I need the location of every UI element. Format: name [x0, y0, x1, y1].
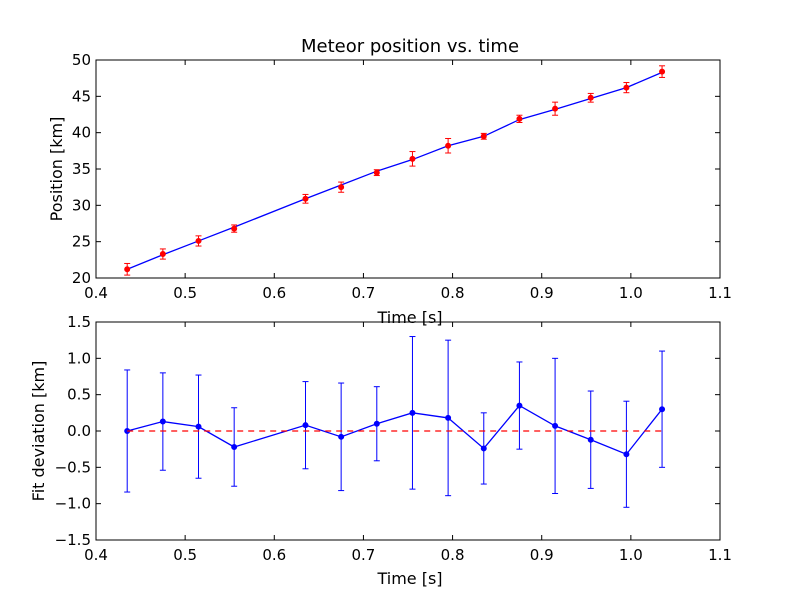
deviation-data-point [195, 423, 202, 430]
position-x-tick-label: 1.0 [619, 284, 643, 302]
position-data-point [480, 133, 487, 140]
position-data-point [659, 68, 666, 75]
position-data-point [338, 184, 345, 191]
deviation-y-tick-label: 0.0 [67, 422, 91, 440]
deviation-data-point [587, 436, 594, 443]
position-data-point [409, 155, 416, 162]
position-data-point [373, 169, 380, 176]
deviation-x-axis-label: Time [s] [376, 569, 442, 588]
deviation-y-tick-label: −1.0 [55, 495, 91, 513]
position-data-point [195, 237, 202, 244]
deviation-y-tick-label: −0.5 [55, 458, 91, 476]
deviation-x-tick-label: 0.7 [351, 546, 375, 564]
position-x-tick-label: 0.4 [84, 284, 108, 302]
deviation-series-line [127, 404, 663, 456]
position-x-tick-label: 0.7 [351, 284, 375, 302]
deviation-x-tick-label: 0.4 [84, 546, 108, 564]
position-data-point [587, 94, 594, 101]
position-x-tick-label: 0.9 [530, 284, 554, 302]
deviation-plot-area [124, 336, 666, 508]
deviation-panel: Time [s] Fit deviation [km] 0.4 0.5 0.6 0.7… [29, 313, 732, 588]
position-data-point [623, 84, 630, 91]
deviation-data-point [623, 451, 630, 458]
position-x-axis-label: Time [s] [376, 308, 442, 327]
position-y-tick-label: 20 [72, 269, 91, 287]
position-data-point [302, 195, 309, 202]
position-y-tick-label: 30 [72, 196, 91, 214]
deviation-data-point [445, 414, 452, 421]
position-y-tick-label: 40 [72, 124, 91, 142]
deviation-data-point [480, 445, 487, 452]
deviation-axis-ticks: 0.4 0.5 0.6 0.7 0.8 0.9 1.0 1.1 −1.5 −1.0 −0.5 0.0 0… [55, 313, 732, 564]
deviation-y-tick-label: 1.5 [67, 313, 91, 331]
position-data-point [516, 115, 523, 122]
deviation-data-point [552, 422, 559, 429]
position-data-point [231, 225, 238, 232]
deviation-x-tick-label: 0.6 [262, 546, 286, 564]
position-panel: Meteor position vs. time Time [s] Positi… [47, 36, 732, 327]
deviation-data-point [373, 420, 380, 427]
deviation-x-tick-label: 0.9 [530, 546, 554, 564]
position-data-point [552, 105, 559, 112]
position-x-tick-label: 0.6 [262, 284, 286, 302]
chart-title: Meteor position vs. time [301, 36, 519, 57]
deviation-data-point [659, 406, 666, 413]
deviation-x-tick-label: 0.8 [441, 546, 465, 564]
position-y-tick-label: 25 [72, 233, 91, 251]
deviation-data-point [302, 422, 309, 429]
position-y-axis-label: Position [km] [47, 117, 66, 222]
deviation-data-point [516, 402, 523, 409]
position-data-point [159, 251, 166, 258]
deviation-y-tick-label: −1.5 [55, 531, 91, 549]
deviation-data-point [409, 409, 416, 416]
position-series-line [126, 71, 663, 270]
deviation-data-point [231, 443, 238, 450]
deviation-x-tick-label: 0.5 [173, 546, 197, 564]
position-y-tick-label: 45 [72, 87, 91, 105]
position-plot-area [124, 65, 666, 276]
deviation-data-point [338, 433, 345, 440]
position-x-tick-label: 1.1 [708, 284, 732, 302]
deviation-y-axis-label: Fit deviation [km] [29, 361, 48, 502]
deviation-y-tick-label: 1.0 [67, 349, 91, 367]
position-x-tick-label: 0.8 [441, 284, 465, 302]
position-x-tick-label: 0.5 [173, 284, 197, 302]
position-data-point [124, 266, 131, 273]
deviation-x-tick-label: 1.1 [708, 546, 732, 564]
position-y-tick-label: 50 [72, 51, 91, 69]
deviation-data-point [159, 418, 166, 425]
position-axis-ticks: 0.4 0.5 0.6 0.7 0.8 0.9 1.0 1.1 20 25 30 35 40 45 50 [72, 51, 732, 302]
deviation-x-tick-label: 1.0 [619, 546, 643, 564]
deviation-y-tick-label: 0.5 [67, 386, 91, 404]
position-y-tick-label: 35 [72, 160, 91, 178]
position-data-point [445, 142, 452, 149]
